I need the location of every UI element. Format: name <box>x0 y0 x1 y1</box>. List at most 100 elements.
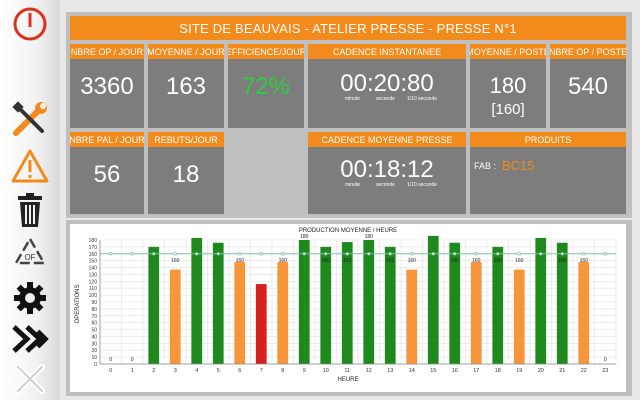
fast-forward-icon[interactable] <box>0 320 60 358</box>
data-label: 160 <box>343 258 352 264</box>
fab-label: FAB : <box>474 161 497 171</box>
target-point <box>259 252 263 256</box>
production-chart: PRODUCTION MOYENNE / HEURE HEURE OPERATI… <box>75 228 617 383</box>
bar-16 <box>449 242 461 364</box>
target-point <box>496 252 500 256</box>
y-tick-label: 10 <box>91 355 97 361</box>
data-label: 160 <box>558 258 567 264</box>
tile-value-secondary: [160] <box>491 101 525 118</box>
bar-17 <box>470 262 482 364</box>
y-tick-label: 110 <box>89 286 97 292</box>
bar-15 <box>427 235 439 364</box>
x-tick-label: 23 <box>602 368 608 374</box>
y-tick-label: 50 <box>91 328 97 334</box>
recycle-label: OF <box>24 253 35 262</box>
bar-4 <box>191 237 203 364</box>
timer-value: 00:20:80 <box>340 70 434 97</box>
x-tick-label: 5 <box>217 368 220 374</box>
x-tick-label: 16 <box>452 368 458 374</box>
chart-title: PRODUCTION MOYENNE / HEURE <box>299 228 397 234</box>
tile-label: CADENCE INSTANTANEE <box>308 44 466 59</box>
warning-icon[interactable] <box>0 146 60 186</box>
data-label: 160 <box>451 258 460 264</box>
tile-value: 18 <box>172 161 200 188</box>
gear-icon[interactable] <box>0 278 60 318</box>
data-label: 160 <box>515 258 524 264</box>
tile-label: EFFICIENCE/JOUR <box>228 44 304 59</box>
data-label: 0 <box>131 357 134 363</box>
timer-seconde-label: seconde <box>376 96 395 102</box>
data-label: 0 <box>109 357 112 363</box>
x-tick-label: 7 <box>260 368 263 374</box>
target-point <box>367 252 371 256</box>
bar-3 <box>169 269 181 364</box>
y-tick-label: 130 <box>89 272 98 278</box>
bar-19 <box>513 269 525 364</box>
x-tick-label: 22 <box>581 368 587 374</box>
bar-18 <box>492 246 504 364</box>
bar-10 <box>320 246 332 364</box>
target-point <box>453 252 457 256</box>
tile-nbre-op-jour: NBRE OP / JOUR 3360 <box>70 44 144 128</box>
target-point <box>582 252 586 256</box>
target-point <box>152 252 156 256</box>
tile-label: NBRE OP / JOUR <box>70 44 144 59</box>
target-point <box>173 252 177 256</box>
chart-panel: PRODUCTION MOYENNE / HEURE HEURE OPERATI… <box>70 224 626 392</box>
y-tick-label: 160 <box>89 252 98 258</box>
x-tick-label: 17 <box>473 368 479 374</box>
tile-label: CADENCE MOYENNE PRESSE <box>308 132 466 147</box>
data-label: 160 <box>408 258 417 264</box>
data-label: 160 <box>279 258 288 264</box>
timer-minute-label: minute <box>345 96 361 102</box>
data-label: 160 <box>322 258 331 264</box>
target-point <box>281 252 285 256</box>
recycle-icon[interactable]: OF <box>0 234 60 276</box>
target-point <box>388 252 392 256</box>
x-tick-label: 10 <box>323 368 329 374</box>
tile-moyenne-jour: MOYENNE / JOUR 163 <box>148 44 224 128</box>
x-tick-label: 19 <box>516 368 522 374</box>
y-tick-label: 40 <box>91 334 97 340</box>
x-tick-label: 8 <box>281 368 284 374</box>
power-icon[interactable] <box>0 4 60 44</box>
tile-rebuts-jour: REBUTS/JOUR 18 <box>148 132 224 214</box>
tile-cadence-instantanee: CADENCE INSTANTANEE 00:20:80 minute seco… <box>308 44 466 128</box>
x-tick-label: 3 <box>174 368 177 374</box>
trash-icon[interactable] <box>0 190 60 230</box>
target-point <box>130 252 134 256</box>
x-tick-label: 1 <box>131 368 134 374</box>
tools-icon[interactable] <box>0 98 60 140</box>
bar-21 <box>556 242 568 364</box>
tile-value: 72% <box>241 73 291 100</box>
y-tick-label: 0 <box>94 362 97 368</box>
data-label: 160 <box>494 258 503 264</box>
y-tick-label: 80 <box>91 307 97 313</box>
data-label: 160 <box>236 258 245 264</box>
tile-label: MOYENNE / JOUR <box>148 44 224 59</box>
y-tick-label: 60 <box>91 321 97 327</box>
x-tick-label: 11 <box>344 368 350 374</box>
x-tick-label: 9 <box>303 368 306 374</box>
tile-label: REBUTS/JOUR <box>148 132 224 147</box>
close-icon[interactable] <box>0 360 60 398</box>
bar-13 <box>384 246 396 364</box>
bar-6 <box>234 262 246 364</box>
target-point <box>195 252 199 256</box>
tile-cadence-moyenne: CADENCE MOYENNE PRESSE 00:18:12 minute s… <box>308 132 466 214</box>
y-tick-label: 170 <box>89 245 98 251</box>
tile-nbre-op-poste: NBRE OP / POSTE 540 <box>550 44 626 128</box>
tile-efficience-jour: EFFICIENCE/JOUR 72% <box>228 44 304 128</box>
x-tick-label: 14 <box>409 368 415 374</box>
tile-label: NBRE PAL / JOUR <box>70 132 144 147</box>
timer-value: 00:18:12 <box>340 156 434 183</box>
x-tick-label: 20 <box>538 368 544 374</box>
data-label: 0 <box>604 357 607 363</box>
timer-dixieme-label: 1/10 seconde <box>407 182 438 188</box>
tile-value: 56 <box>93 161 121 188</box>
target-point <box>324 252 328 256</box>
bar-20 <box>535 237 547 364</box>
target-point <box>238 252 242 256</box>
data-label: 160 <box>386 258 395 264</box>
bar-12 <box>363 240 375 364</box>
